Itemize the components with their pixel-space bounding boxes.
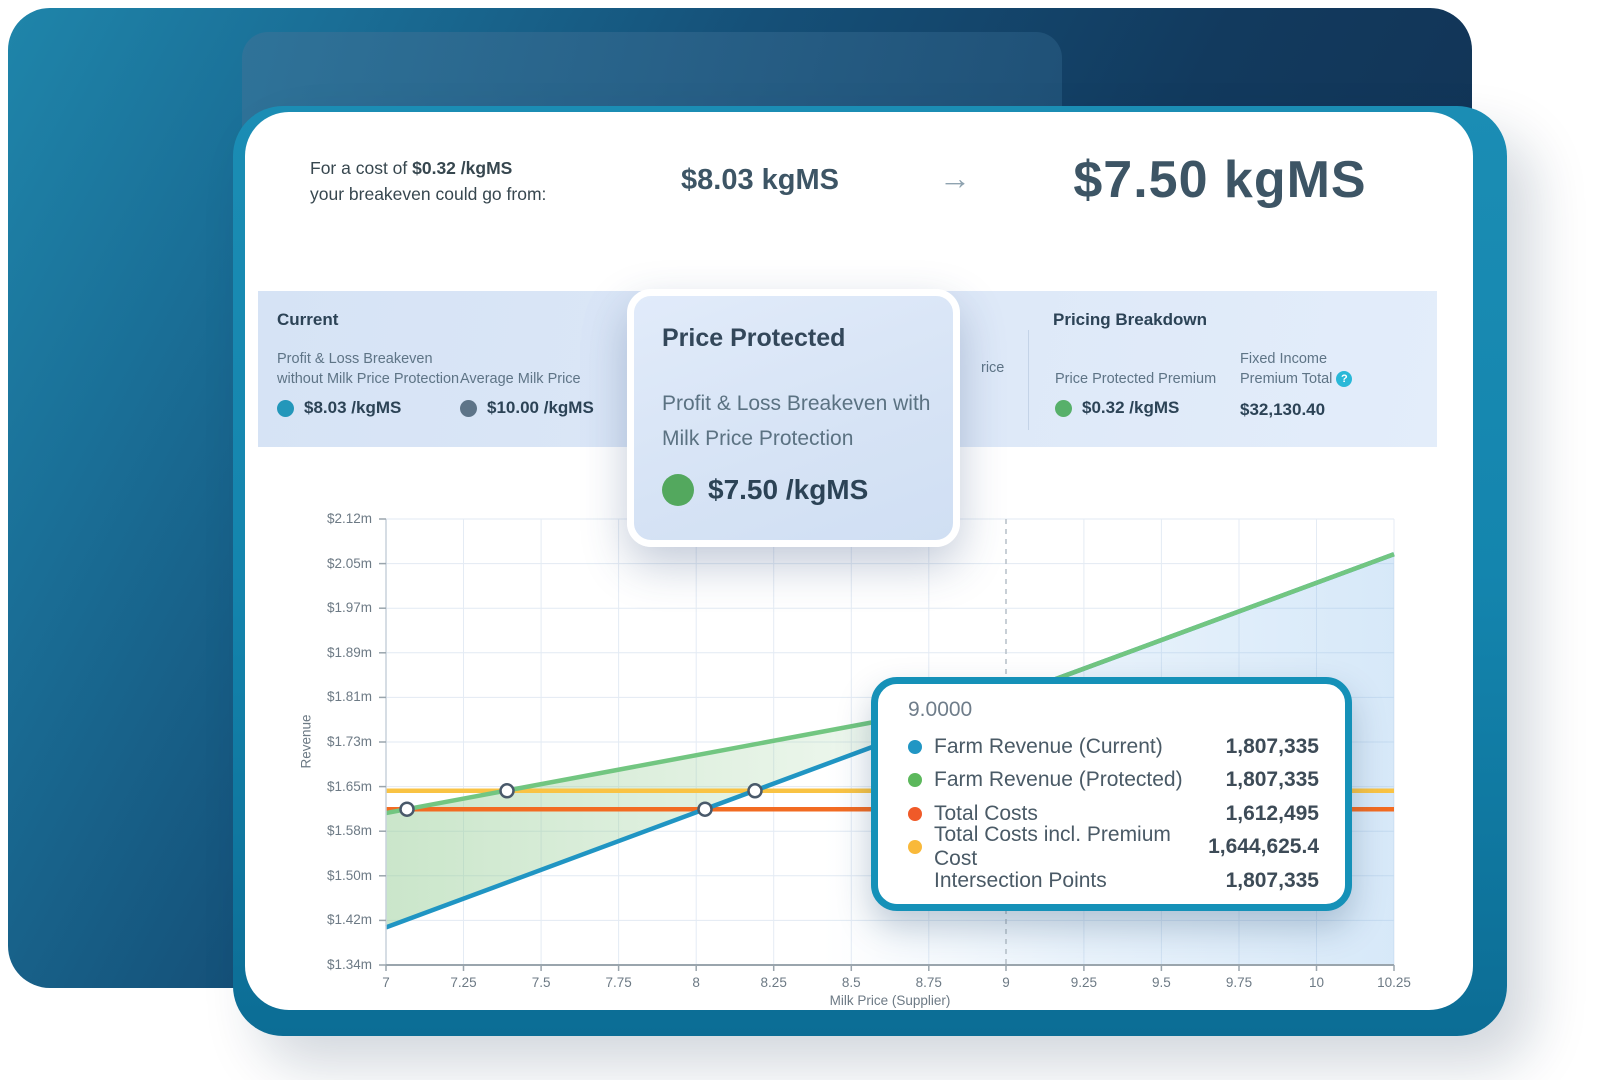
current-stat1-label: Profit & Loss Breakeven without Milk Pri… — [277, 349, 459, 389]
teal-dot-icon — [277, 399, 294, 417]
x-tick-label: 7.5 — [531, 975, 551, 990]
help-icon[interactable]: ? — [1336, 371, 1353, 388]
tooltip-row: Farm Revenue (Current) 1,807,335 — [908, 730, 1319, 764]
x-tick-label: 7.25 — [450, 975, 477, 990]
tooltip-row-label: Farm Revenue (Protected) — [934, 768, 1183, 792]
fixed-income-label-line1: Fixed Income — [1240, 351, 1328, 367]
premium-stat-value-row: $0.32 /kgMS — [1055, 398, 1179, 418]
popup-value-row: $7.50 /kgMS — [662, 474, 868, 506]
green-dot-icon — [1055, 399, 1072, 417]
tooltip-row-value: 1,807,335 — [1225, 734, 1319, 758]
popup-title: Price Protected — [662, 324, 846, 352]
x-tick-label: 8.75 — [915, 975, 942, 990]
x-tick-label: 8 — [692, 975, 700, 990]
series-dot-icon — [908, 739, 922, 754]
current-section-title: Current — [277, 310, 339, 329]
chart-tooltip: 9.0000 Farm Revenue (Current) 1,807,335 … — [871, 677, 1352, 911]
tooltip-row-value: 1,807,335 — [1225, 868, 1319, 892]
arrow-right-icon: → — [939, 160, 971, 196]
tooltip-row-label: Farm Revenue (Current) — [934, 734, 1163, 758]
fixed-income-value: $32,130.40 — [1240, 400, 1326, 419]
fixed-income-label: Fixed Income Premium Total? — [1240, 349, 1353, 389]
x-tick-label: 7 — [382, 975, 390, 990]
current-stat1-label-line2: without Milk Price Protection — [277, 371, 460, 387]
y-tick-label: $1.58m — [326, 823, 372, 839]
y-tick-label: $2.12m — [326, 511, 372, 526]
tooltip-row: Farm Revenue (Protected) 1,807,335 — [908, 764, 1319, 798]
popup-body-line1: Profit & Loss Breakeven with — [662, 392, 931, 415]
current-stat1-value-row: $8.03 /kgMS — [277, 398, 401, 418]
y-tick-label: $1.50m — [326, 867, 372, 883]
premium-stat-value: $0.32 /kgMS — [1082, 398, 1180, 417]
tooltip-row: Intersection Points 1,807,335 — [908, 864, 1319, 898]
x-tick-label: 7.75 — [605, 975, 632, 990]
y-tick-label: $1.97m — [326, 600, 372, 616]
x-tick-label: 8.5 — [841, 975, 861, 990]
tooltip-row-value: 1,644,625.4 — [1208, 835, 1319, 859]
x-tick-label: 9.25 — [1070, 975, 1098, 990]
y-tick-label: $1.81m — [326, 689, 372, 705]
series-dot-icon — [908, 806, 922, 821]
x-tick-label: 10 — [1308, 975, 1325, 990]
fixed-income-label-line2: Premium Total — [1240, 371, 1333, 387]
y-tick-marks — [379, 518, 386, 966]
y-axis-title: Revenue — [298, 714, 314, 769]
tooltip-row-label: Intersection Points — [934, 868, 1107, 892]
current-stat1-value: $8.03 /kgMS — [304, 398, 402, 417]
y-tick-label: $1.34m — [326, 957, 372, 972]
obscured-label-fragment: rice — [981, 360, 1005, 376]
x-tick-label: 9.75 — [1225, 975, 1253, 990]
tooltip-row: Total Costs incl. Premium Cost 1,644,625… — [908, 823, 1319, 870]
tooltip-row-value: 1,612,495 — [1225, 801, 1319, 825]
tooltip-row-value: 1,807,335 — [1225, 768, 1319, 792]
premium-stat-label: Price Protected Premium — [1055, 371, 1217, 387]
series-dot-placeholder — [908, 874, 922, 888]
tooltip-row-label: Total Costs incl. Premium Cost — [934, 823, 1171, 871]
cost-value: $0.32 /kgMS — [412, 158, 513, 178]
x-axis-title: Milk Price (Supplier) — [829, 993, 951, 1008]
green-dot-icon — [662, 474, 694, 506]
cost-line1-prefix: For a cost of — [310, 158, 413, 178]
breakeven-from-value: $8.03 kgMS — [681, 164, 839, 196]
breakeven-to-value: $7.50 kgMS — [1073, 151, 1367, 209]
y-tick-label: $1.89m — [326, 644, 372, 660]
tooltip-x-value: 9.0000 — [908, 698, 973, 721]
current-stat1-label-line1: Profit & Loss Breakeven — [277, 351, 433, 367]
y-tick-label: $1.65m — [326, 778, 372, 794]
popup-body-line2: Milk Price Protection — [662, 427, 854, 450]
pricing-breakdown-title: Pricing Breakdown — [1053, 310, 1207, 329]
tooltip-content: 9.0000 Farm Revenue (Current) 1,807,335 … — [908, 698, 1319, 898]
cost-line2: your breakeven could go from: — [310, 184, 547, 204]
current-stat2-value-row: $10.00 /kgMS — [460, 398, 594, 418]
tooltip-row: Total Costs 1,612,495 — [908, 797, 1319, 831]
current-stat2-label: Average Milk Price — [460, 371, 581, 387]
popup-body: Profit & Loss Breakeven with Milk Price … — [662, 386, 942, 456]
price-protected-popup: Price Protected Profit & Loss Breakeven … — [627, 289, 960, 547]
slate-dot-icon — [460, 399, 477, 417]
x-tick-label: 9.5 — [1152, 975, 1171, 990]
tooltip-row-label: Total Costs — [934, 801, 1038, 825]
current-stat2-value: $10.00 /kgMS — [487, 398, 594, 417]
y-tick-label: $1.42m — [326, 912, 372, 928]
y-tick-label: $2.05m — [326, 555, 372, 571]
x-tick-label: 9 — [1002, 975, 1010, 990]
x-tick-label: 10.25 — [1377, 975, 1411, 990]
intersection-markers — [399, 783, 763, 817]
popup-value: $7.50 /kgMS — [708, 474, 869, 505]
y-tick-label: $1.73m — [326, 734, 372, 749]
series-dot-icon — [908, 773, 922, 788]
band-divider — [1028, 330, 1029, 430]
x-tick-label: 8.25 — [760, 975, 787, 990]
series-dot-icon — [908, 840, 922, 855]
cost-description: For a cost of $0.32 /kgMS your breakeven… — [310, 155, 640, 207]
x-tick-marks — [385, 965, 1395, 971]
